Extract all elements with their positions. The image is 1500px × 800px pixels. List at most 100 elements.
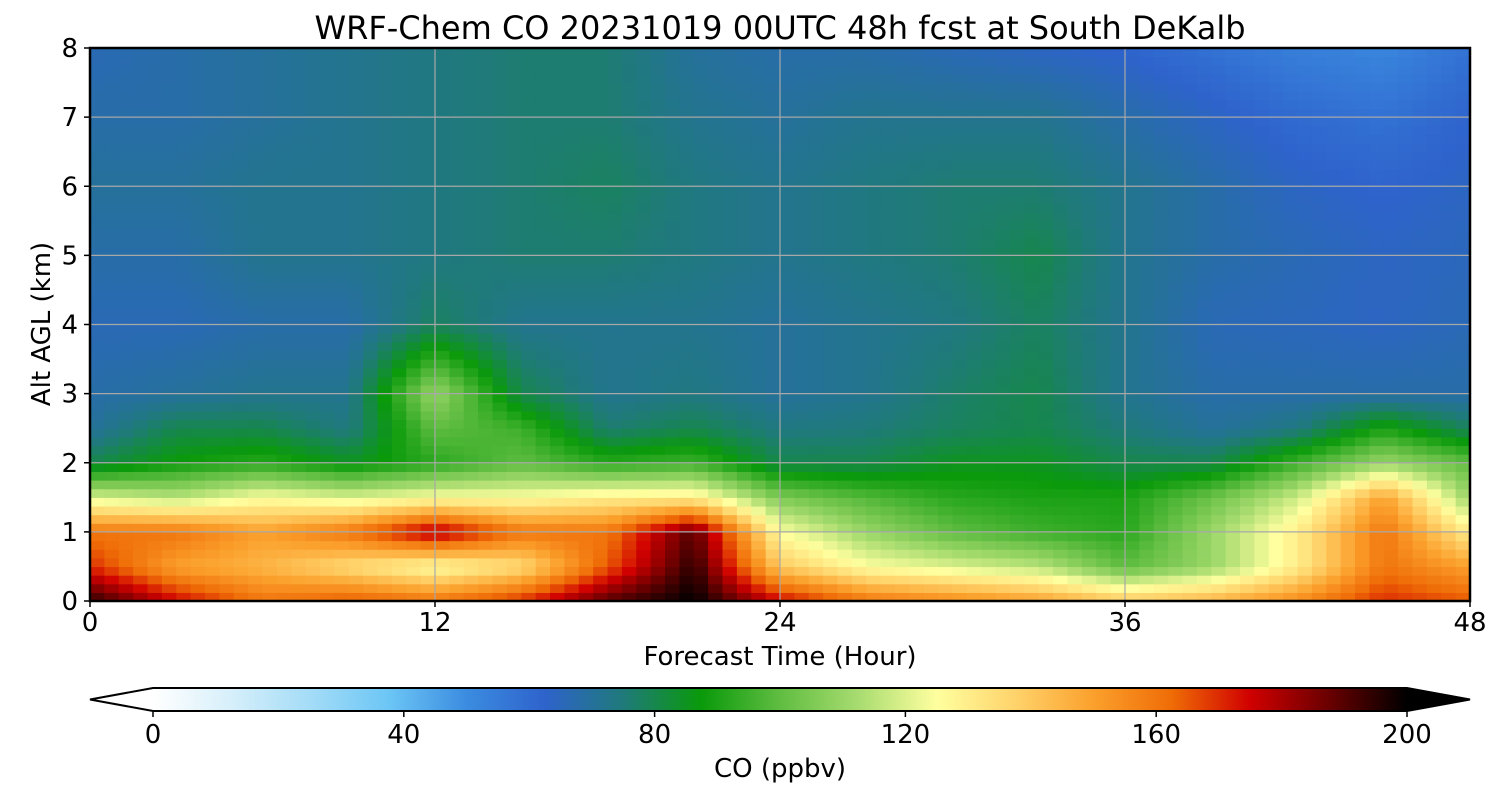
heatmap-cell [1383, 246, 1399, 256]
heatmap-cell [693, 583, 709, 593]
heatmap-cell [1283, 436, 1299, 447]
heatmap-cell [506, 177, 522, 187]
heatmap-cell [1096, 497, 1112, 507]
heatmap-cell [780, 203, 795, 213]
heatmap-cell [1081, 454, 1097, 464]
heatmap-cell [1383, 168, 1399, 179]
heatmap-cell [463, 203, 479, 213]
heatmap-cell [1110, 341, 1126, 352]
heatmap-cell [722, 428, 738, 438]
heatmap-cell [435, 186, 450, 196]
heatmap-cell [305, 315, 321, 326]
heatmap-cell [492, 488, 508, 498]
heatmap-cell [1038, 376, 1054, 386]
heatmap-cell [550, 194, 565, 205]
heatmap-cell [1081, 160, 1097, 170]
heatmap-cell [636, 194, 652, 205]
heatmap-cell [650, 255, 666, 265]
heatmap-cell [1426, 220, 1442, 231]
heatmap-cell [334, 410, 350, 421]
heatmap-cell [1441, 289, 1457, 300]
heatmap-cell [118, 177, 134, 187]
heatmap-cell [161, 410, 177, 421]
heatmap-cell [1182, 186, 1198, 196]
heatmap-cell [363, 264, 379, 274]
heatmap-cell [1340, 376, 1356, 386]
heatmap-cell [564, 566, 580, 576]
heatmap-cell [866, 289, 882, 300]
heatmap-cell [1010, 454, 1025, 464]
heatmap-cell [794, 497, 810, 507]
heatmap-cell [1067, 177, 1083, 187]
heatmap-cell [1125, 384, 1140, 395]
heatmap-cell [693, 289, 709, 300]
heatmap-cell [492, 531, 508, 542]
heatmap-cell [492, 549, 508, 559]
heatmap-cell [895, 238, 910, 248]
heatmap-cell [1211, 315, 1227, 326]
heatmap-cell [1053, 436, 1069, 447]
heatmap-cell [1311, 480, 1327, 490]
heatmap-cell [1355, 341, 1370, 352]
heatmap-cell [650, 514, 666, 524]
heatmap-cell [133, 229, 149, 239]
heatmap-cell [233, 212, 249, 222]
heatmap-cell [348, 160, 364, 170]
heatmap-cell [952, 514, 968, 524]
heatmap-cell [320, 505, 335, 516]
heatmap-cell [1038, 557, 1054, 568]
heatmap-cell [751, 402, 767, 412]
heatmap-cell [607, 298, 623, 308]
heatmap-cell [248, 384, 264, 395]
heatmap-cell [133, 203, 149, 213]
heatmap-cell [1110, 186, 1126, 196]
heatmap-cell [679, 428, 695, 438]
heatmap-cell [161, 281, 177, 291]
heatmap-cell [334, 333, 350, 343]
heatmap-cell [420, 229, 436, 239]
heatmap-cell [1182, 583, 1198, 593]
heatmap-cell [435, 419, 450, 429]
heatmap-cell [291, 592, 307, 601]
heatmap-cell [636, 350, 652, 360]
heatmap-cell [147, 575, 163, 585]
heatmap-cell [420, 557, 436, 568]
heatmap-cell [1139, 497, 1155, 507]
heatmap-cell [492, 212, 508, 222]
heatmap-cell [133, 341, 149, 352]
heatmap-cell [1268, 359, 1284, 369]
heatmap-cell [1053, 350, 1069, 360]
heatmap-cell [1024, 341, 1040, 352]
heatmap-cell [463, 393, 479, 403]
heatmap-cell [406, 272, 422, 282]
heatmap-cell [262, 566, 278, 576]
heatmap-cell [348, 428, 364, 438]
heatmap-cell [1211, 289, 1227, 300]
heatmap-cell [923, 531, 939, 542]
heatmap-cell [1268, 186, 1284, 196]
heatmap-cell [176, 505, 192, 516]
heatmap-cell [966, 367, 982, 377]
heatmap-cell [693, 488, 709, 498]
heatmap-cell [550, 410, 565, 421]
heatmap-cell [463, 359, 479, 369]
heatmap-cell [506, 168, 522, 179]
heatmap-cell [1096, 471, 1112, 481]
heatmap-cell [262, 505, 278, 516]
heatmap-cell [1168, 497, 1184, 507]
heatmap-cell [276, 160, 292, 170]
heatmap-cell [564, 229, 580, 239]
heatmap-cell [1254, 151, 1270, 161]
heatmap-cell [262, 246, 278, 256]
heatmap-cell [334, 583, 350, 593]
heatmap-cell [521, 220, 537, 231]
heatmap-cell [118, 333, 134, 343]
heatmap-cell [722, 523, 738, 533]
heatmap-cell [665, 376, 680, 386]
heatmap-cell [1096, 367, 1112, 377]
heatmap-cell [1196, 505, 1212, 516]
heatmap-cell [1125, 428, 1140, 438]
heatmap-cell [1225, 436, 1241, 447]
heatmap-cell [90, 272, 105, 282]
heatmap-cell [161, 194, 177, 205]
